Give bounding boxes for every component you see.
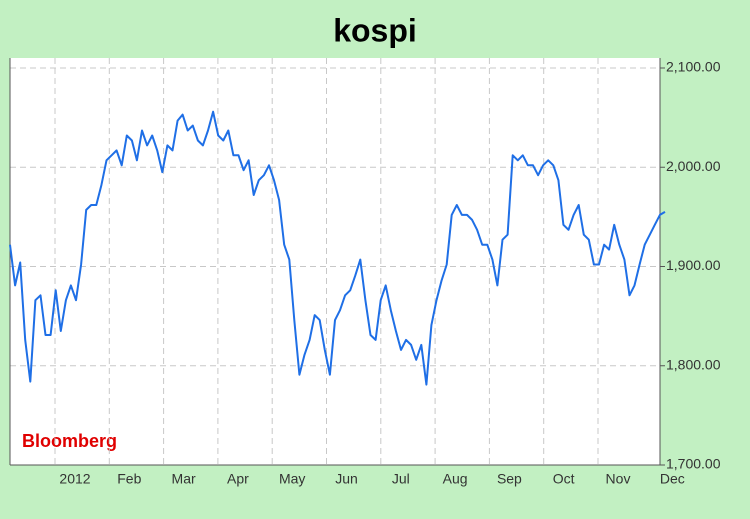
x-tick-label: Aug <box>443 471 468 487</box>
y-tick-label: 1,800.00 <box>666 356 721 372</box>
plot-area <box>10 58 660 465</box>
x-tick-label: Jul <box>392 471 410 487</box>
x-tick-label: Mar <box>172 471 196 487</box>
x-tick-label: May <box>279 471 305 487</box>
x-tick-label: 2012 <box>59 471 90 487</box>
source-label: Bloomberg <box>22 431 117 451</box>
price-line <box>9 110 666 386</box>
chart-title: kospi <box>333 12 417 48</box>
y-tick-label: 2,100.00 <box>666 59 721 75</box>
y-tick-label: 1,700.00 <box>666 456 721 472</box>
y-tick-label: 1,900.00 <box>666 257 721 273</box>
x-tick-label: Dec <box>660 471 685 487</box>
x-tick-label: Nov <box>606 471 631 487</box>
x-tick-label: Sep <box>497 471 522 487</box>
x-tick-label: Jun <box>335 471 358 487</box>
y-tick-label: 2,000.00 <box>666 158 721 174</box>
x-tick-label: Feb <box>117 471 141 487</box>
x-tick-label: Oct <box>553 471 575 487</box>
x-tick-label: Apr <box>227 471 249 487</box>
